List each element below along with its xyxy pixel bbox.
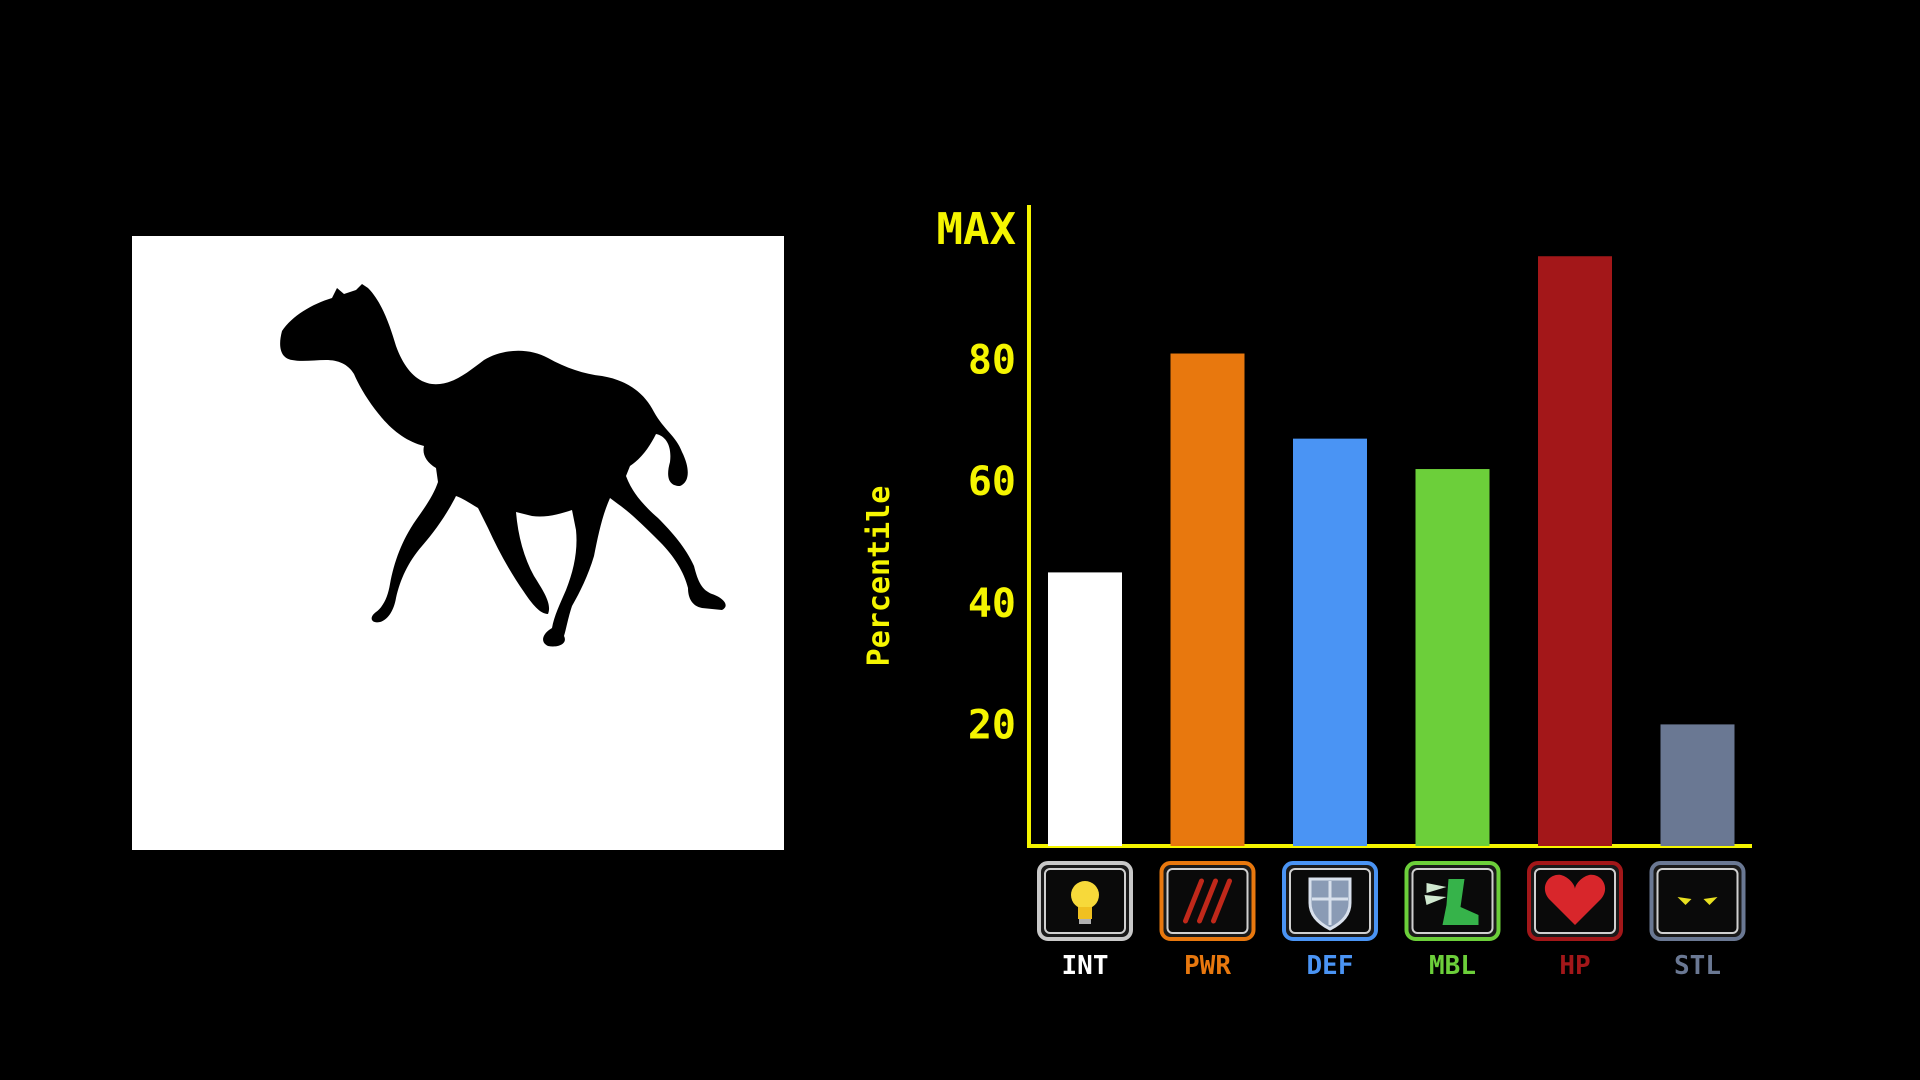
- y-axis-ticks: 20 40 60 80 MAX: [937, 204, 1016, 748]
- category-label-hp: HP: [1559, 951, 1590, 981]
- bar-mbl: [1415, 469, 1490, 846]
- chart-axes: [1027, 205, 1752, 848]
- category-label-mbl: MBL: [1429, 951, 1476, 981]
- shield-icon: [1282, 861, 1378, 941]
- silhouette-panel: [132, 236, 784, 850]
- winged-boot-icon: [1404, 861, 1501, 941]
- y-tick-label: 60: [968, 459, 1016, 505]
- category-label-def: DEF: [1307, 951, 1354, 981]
- camel-silhouette-icon: [280, 284, 726, 647]
- bar-hp: [1538, 256, 1612, 846]
- category-label-stl: STL: [1674, 951, 1721, 981]
- y-tick-label: 80: [968, 338, 1016, 384]
- y-tick-label: 40: [968, 581, 1016, 627]
- bar-int: [1048, 572, 1122, 846]
- glowing-eyes-icon: [1649, 861, 1746, 941]
- y-tick-label: MAX: [937, 204, 1016, 255]
- claw-marks-icon: [1159, 861, 1256, 941]
- y-axis-label: Percentile: [862, 486, 897, 667]
- bar-stl: [1660, 724, 1735, 846]
- heart-icon: [1527, 861, 1623, 941]
- category-labels: INT PWR DEF MBL HP STL: [1062, 951, 1721, 981]
- category-icons: [1037, 861, 1746, 941]
- bars: [1048, 256, 1735, 846]
- bar-pwr: [1170, 353, 1245, 846]
- category-label-int: INT: [1062, 951, 1109, 981]
- lightbulb-icon: [1037, 861, 1133, 941]
- category-label-pwr: PWR: [1184, 951, 1231, 981]
- y-tick-label: 20: [968, 702, 1016, 748]
- bar-def: [1293, 438, 1367, 846]
